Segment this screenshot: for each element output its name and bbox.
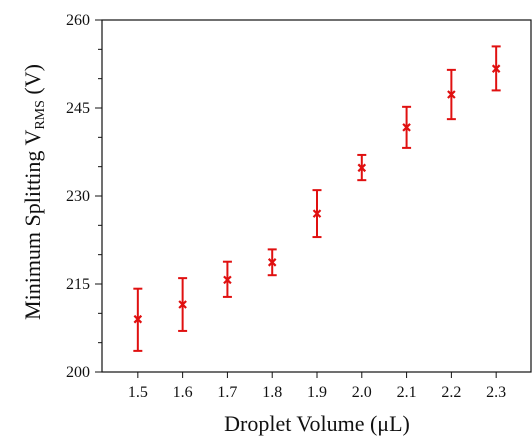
y-tick-label: 200	[66, 364, 90, 381]
x-tick-label: 1.9	[307, 384, 327, 401]
x-marker	[267, 258, 277, 267]
x-tick-label: 1.6	[173, 384, 193, 401]
data-point	[402, 105, 412, 149]
x-tick-label: 2.2	[441, 384, 461, 401]
x-tick-label: 1.7	[217, 384, 237, 401]
y-tick-label: 245	[66, 100, 90, 117]
data-point	[312, 189, 322, 239]
x-axis-title: Droplet Volume (μL)	[224, 411, 410, 436]
x-marker	[178, 300, 187, 309]
y-axis-title-subscript: RMS	[33, 100, 48, 130]
data-point	[267, 248, 277, 277]
data-point	[133, 287, 143, 352]
y-axis-title: Minimum Splitting VRMS (V)	[20, 64, 48, 320]
x-marker	[357, 163, 367, 173]
data-point	[446, 68, 456, 121]
data-point	[178, 277, 188, 332]
x-tick-label: 2.0	[352, 384, 372, 401]
x-marker	[402, 123, 411, 132]
x-marker	[447, 90, 456, 99]
data-point	[357, 153, 367, 182]
x-marker	[312, 209, 322, 218]
x-marker	[133, 314, 143, 324]
x-axis-ticks: 1.5 1.6 1.7 1.8 1.9 2.0 2.1 2.2 2.3	[128, 372, 506, 401]
y-axis-ticks: 200 215 230 245 260	[66, 12, 102, 381]
data-points	[133, 45, 501, 352]
y-tick-label: 215	[66, 276, 90, 293]
x-marker	[491, 64, 501, 73]
y-tick-label: 230	[66, 188, 90, 205]
y-axis-title-suffix: (V)	[20, 64, 45, 100]
x-tick-label: 2.3	[486, 384, 506, 401]
x-tick-label: 1.5	[128, 384, 148, 401]
data-point	[491, 45, 501, 92]
y-tick-label: 260	[66, 12, 90, 29]
y-axis-title-prefix: Minimum Splitting V	[20, 130, 45, 320]
x-tick-label: 2.1	[397, 384, 417, 401]
x-tick-label: 1.8	[262, 384, 282, 401]
x-marker	[223, 275, 232, 285]
data-point	[222, 260, 232, 298]
